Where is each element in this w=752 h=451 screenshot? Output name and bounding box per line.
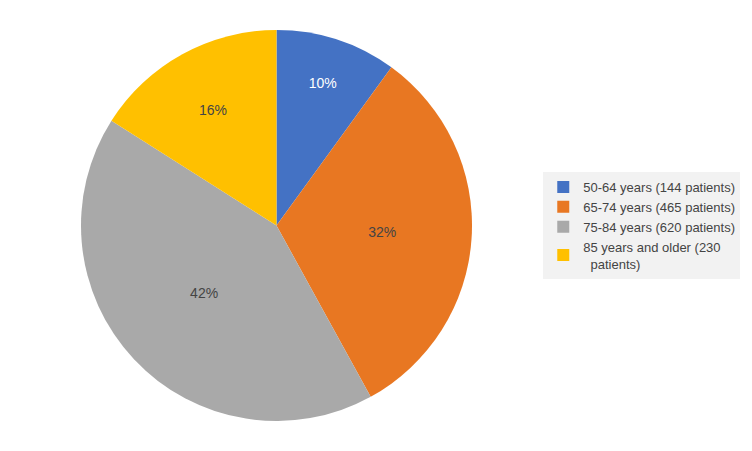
svg-text:10%: 10% bbox=[309, 75, 337, 91]
svg-text:50-64 years (144 patients): 50-64 years (144 patients) bbox=[583, 180, 735, 195]
svg-text:32%: 32% bbox=[368, 224, 396, 240]
svg-text:42%: 42% bbox=[190, 285, 218, 301]
svg-text:85 years and older (230 patie: 85 years and older (230 patients) bbox=[583, 240, 720, 272]
svg-text:16%: 16% bbox=[199, 102, 227, 118]
svg-text:75-84 years (620 patients): 75-84 years (620 patients) bbox=[583, 220, 735, 235]
svg-text:65-74 years (465 patients): 65-74 years (465 patients) bbox=[583, 200, 735, 215]
